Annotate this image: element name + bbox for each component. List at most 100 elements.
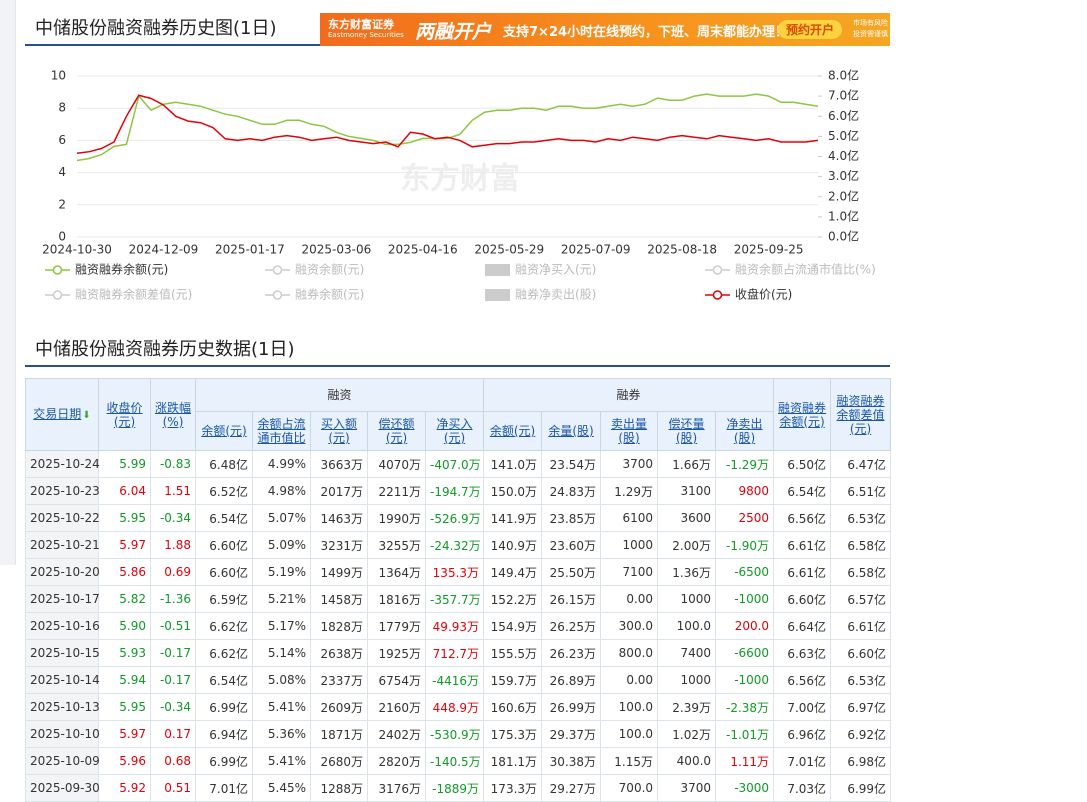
value-cell: 6.54亿	[195, 666, 253, 694]
value-cell: 5.82	[98, 585, 151, 613]
value-cell: -1.36	[150, 585, 196, 613]
sidebar	[0, 0, 16, 565]
value-cell: 7.03亿	[773, 774, 832, 802]
column-header[interactable]: 偿还额(元)	[367, 411, 426, 451]
column-header[interactable]: 余额(元)	[195, 411, 253, 451]
legend-icon	[712, 265, 723, 275]
value-cell: 154.9万	[483, 612, 543, 640]
value-cell: 4.98%	[252, 477, 311, 505]
value-cell: 6.54亿	[773, 477, 832, 505]
column-header[interactable]: 净卖出(股)	[715, 411, 775, 451]
value-cell: 159.7万	[483, 666, 543, 694]
value-cell: 23.85万	[541, 504, 602, 532]
title-rule	[25, 365, 890, 367]
value-cell: 1.88	[150, 531, 196, 559]
value-cell: 160.6万	[483, 693, 543, 721]
value-cell: 6.99亿	[195, 747, 253, 775]
data-row: 2025-10-09 5.96 0.68 6.99亿 5.41% 2680万 2820万 -1…	[25, 747, 892, 775]
date-cell: 2025-10-15	[25, 639, 100, 667]
x-tick-label: 2024-10-30	[42, 243, 112, 257]
value-cell: 0.68	[150, 747, 196, 775]
value-cell: 2500	[715, 504, 775, 532]
value-cell: 3700	[600, 450, 659, 478]
value-cell: -0.17	[150, 639, 196, 667]
value-cell: -24.32万	[424, 531, 485, 559]
legend-label: 融资余额占流通市值比(%)	[735, 262, 876, 277]
value-cell: 1000	[657, 585, 717, 613]
ad-banner[interactable]: 东方财富证券 Eastmoney Securities 两融开户 支持7×24小…	[320, 13, 890, 46]
value-cell: 6.99亿	[195, 693, 253, 721]
value-cell: 6.92亿	[830, 720, 892, 748]
value-cell: 155.5万	[483, 639, 543, 667]
x-tick-label: 2024-12-09	[129, 243, 199, 257]
sort-icon[interactable]: ⬇	[82, 409, 91, 421]
value-cell: 1.11万	[715, 747, 775, 775]
value-cell: 6.61亿	[830, 612, 892, 640]
column-header[interactable]: 收盘价(元)	[98, 378, 151, 451]
value-cell: 6.53亿	[830, 666, 892, 694]
value-cell: 6.99亿	[830, 774, 892, 802]
value-cell: 6.94亿	[195, 720, 253, 748]
value-cell: 200.0	[715, 612, 775, 640]
column-header[interactable]: 余额占流通市值比	[252, 411, 311, 451]
x-tick-label: 2025-08-18	[647, 243, 717, 257]
column-header[interactable]: 融资融券余额(元)	[773, 378, 832, 451]
value-cell: -1000	[715, 585, 775, 613]
value-cell: 4.99%	[252, 450, 311, 478]
value-cell: 6.63亿	[773, 639, 832, 667]
column-header[interactable]: 净买入(元)	[424, 411, 485, 451]
value-cell: 149.4万	[483, 558, 543, 586]
value-cell: 2638万	[310, 639, 368, 667]
column-header[interactable]: 余量(股)	[541, 411, 602, 451]
group-header: 融资	[194, 378, 485, 412]
value-cell: 6.48亿	[195, 450, 253, 478]
value-cell: 800.0	[600, 639, 659, 667]
value-cell: 1990万	[367, 504, 426, 532]
column-header[interactable]: 卖出量(股)	[600, 411, 659, 451]
value-cell: -2.38万	[715, 693, 775, 721]
value-cell: 5.14%	[252, 639, 311, 667]
value-cell: 700.0	[600, 774, 659, 802]
legend-label: 融资余额(元)	[295, 262, 364, 277]
table-section-title: 中储股份融资融券历史数据(1日)	[35, 339, 295, 360]
data-row: 2025-10-10 5.97 0.17 6.94亿 5.36% 1871万 2402万 -5…	[25, 720, 892, 748]
value-cell: 6.62亿	[195, 612, 253, 640]
header-row: 交易日期⬇ 收盘价(元) 涨跌幅(%) 融资 融券 融资融券余额(元) 融资融券余额差值(元…	[25, 378, 892, 451]
value-cell: 1828万	[310, 612, 368, 640]
value-cell: 30.38万	[541, 747, 602, 775]
column-header[interactable]: 涨跌幅(%)	[150, 378, 196, 451]
value-cell: 24.83万	[541, 477, 602, 505]
legend-icon	[272, 265, 283, 275]
watermark: 东方财富	[400, 162, 520, 197]
column-header[interactable]: 余额(元)	[483, 411, 543, 451]
value-cell: 7.00亿	[773, 693, 832, 721]
series-line	[76, 94, 819, 155]
y-tick-label: 10	[51, 69, 66, 83]
value-cell: 100.0	[657, 612, 717, 640]
data-table: 交易日期⬇ 收盘价(元) 涨跌幅(%) 融资 融券 融资融券余额(元) 融资融券余额差值(元…	[25, 378, 892, 802]
column-header[interactable]: 偿还量(股)	[657, 411, 717, 451]
value-cell: 1.29万	[600, 477, 659, 505]
legend-label: 融券净卖出(股)	[515, 287, 596, 302]
date-cell: 2025-10-09	[25, 747, 100, 775]
value-cell: 6.60亿	[195, 558, 253, 586]
value-cell: 2017万	[310, 477, 368, 505]
chart: 东方财富 0 2 4 6 8 10 0.0亿 1.0亿 2.0亿 3.0亿 4.0亿 5.0亿 6.0亿…	[42, 68, 876, 302]
value-cell: -3000	[715, 774, 775, 802]
ad-button[interactable]: 预约开户	[778, 20, 843, 39]
value-cell: 2402万	[367, 720, 426, 748]
value-cell: 7400	[657, 639, 717, 667]
value-cell: 2337万	[310, 666, 368, 694]
value-cell: 2820万	[367, 747, 426, 775]
column-header[interactable]: 融资融券余额差值(元)	[830, 378, 892, 451]
data-row: 2025-10-15 5.93 -0.17 6.62亿 5.14% 2638万 1925万 7…	[25, 639, 892, 667]
column-header[interactable]: 交易日期⬇	[25, 378, 99, 451]
date-cell: 2025-10-16	[25, 612, 100, 640]
value-cell: 26.15万	[541, 585, 602, 613]
value-cell: -0.51	[150, 612, 196, 640]
value-cell: 5.07%	[252, 504, 311, 532]
column-header[interactable]: 买入额(元)	[310, 411, 368, 451]
value-cell: 6.54亿	[195, 504, 253, 532]
value-cell: -140.5万	[424, 747, 485, 775]
value-cell: 5.45%	[252, 774, 311, 802]
